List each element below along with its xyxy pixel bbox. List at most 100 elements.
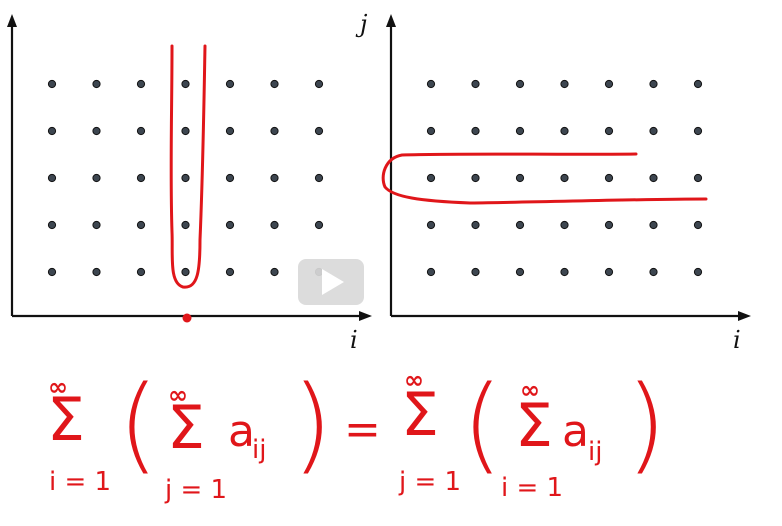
- right-grid-dot-r3-c6: [649, 173, 658, 183]
- play-button[interactable]: [298, 259, 364, 305]
- right-grid-dot-r1-c5: [604, 267, 614, 277]
- left-grid-dot-r3-c7: [314, 173, 324, 183]
- right-grid-dot-r1-c3: [515, 267, 525, 277]
- left-grid-dot-r4-c3: [136, 126, 146, 136]
- right-grid-dot-r3-c4: [560, 173, 569, 183]
- left-grid-dot-r4-c7: [314, 126, 324, 136]
- right-y-axis-arrow: [386, 14, 396, 27]
- lhs-close-paren: ): [292, 363, 333, 485]
- right-grid-dot-r4-c3: [515, 126, 525, 136]
- right-grid-dot-r4-c1: [426, 126, 436, 136]
- lhs-outer-sigma: Σ: [47, 385, 85, 455]
- right-grid-dot-r2-c1: [426, 220, 436, 230]
- left-panel: i: [7, 14, 372, 354]
- rhs-inner-lower: i = 1: [501, 473, 563, 503]
- right-grid-dot-r1-c4: [560, 267, 569, 277]
- left-grid-dot-r4-c6: [270, 126, 279, 136]
- left-grid-dot-r1-c6: [270, 267, 279, 277]
- right-grid-dot-r4-c6: [649, 126, 658, 136]
- left-grid-dot-r3-c3: [136, 173, 146, 183]
- left-grid-dot-r2-c2: [92, 220, 101, 230]
- right-grid-dot-r4-c5: [604, 126, 614, 136]
- play-icon[interactable]: [322, 269, 344, 295]
- column-highlight-loop: [169, 44, 207, 289]
- right-grid-dot-r3-c3: [515, 173, 525, 183]
- right-grid-dot-r3-c2: [471, 173, 480, 183]
- rhs-outer-lower: j = 1: [398, 467, 461, 497]
- right-grid-dot-r2-c5: [604, 220, 614, 230]
- rhs-term-subscript: ij: [588, 437, 602, 467]
- left-grid-dot-r3-c4: [181, 173, 190, 183]
- right-grid-dot-r1-c1: [426, 267, 436, 277]
- rhs-inner-upper: ∞: [520, 376, 540, 404]
- left-dot-grid: [47, 79, 324, 277]
- right-grid-dot-r5-c7: [693, 79, 703, 89]
- left-grid-dot-r2-c7: [314, 220, 324, 230]
- right-grid-dot-r5-c1: [426, 79, 436, 89]
- left-grid-dot-r4-c2: [92, 126, 101, 136]
- left-grid-dot-r1-c2: [92, 267, 101, 277]
- equals-sign: =: [344, 404, 381, 455]
- right-panel: j i: [355, 10, 751, 354]
- lhs-term-subscript: ij: [252, 435, 266, 465]
- right-grid-dot-r2-c6: [649, 220, 658, 230]
- left-grid-dot-r5-c2: [92, 79, 101, 89]
- right-grid-dot-r5-c4: [560, 79, 569, 89]
- left-grid-dot-r1-c5: [225, 267, 235, 277]
- left-grid-dot-r4-c4: [181, 126, 190, 136]
- left-grid-dot-r4-c5: [225, 126, 235, 136]
- right-grid-dot-r2-c7: [693, 220, 703, 230]
- lhs-open-paren: (: [118, 363, 159, 485]
- left-grid-dot-r5-c1: [47, 79, 57, 89]
- right-x-axis-label: i: [733, 326, 741, 354]
- left-grid-dot-r2-c1: [47, 220, 57, 230]
- left-grid-dot-r1-c1: [47, 267, 57, 277]
- left-y-axis-arrow: [7, 14, 17, 27]
- left-grid-dot-r1-c3: [136, 267, 146, 277]
- left-grid-dot-r5-c6: [270, 79, 279, 89]
- lhs-outer-upper: ∞: [48, 373, 68, 401]
- rhs-open-paren: (: [462, 363, 503, 485]
- rhs-close-paren: ): [626, 363, 667, 485]
- left-grid-dot-r5-c7: [314, 79, 324, 89]
- left-grid-dot-r3-c5: [225, 173, 235, 183]
- rhs-outer-upper: ∞: [404, 366, 424, 394]
- handwritten-equation: ∞ Σ i = 1 ( ∞ Σ j = 1 a ij ) = ∞ Σ j = 1…: [47, 363, 667, 505]
- lhs-outer-lower: i = 1: [49, 467, 111, 497]
- lhs-inner-lower: j = 1: [164, 475, 227, 505]
- left-grid-dot-r4-c1: [47, 126, 57, 136]
- rhs-term: a: [562, 406, 589, 457]
- left-grid-dot-r2-c4: [181, 220, 190, 230]
- right-x-axis-arrow: [738, 311, 751, 321]
- left-grid-dot-r5-c5: [225, 79, 235, 89]
- lhs-term: a: [228, 406, 255, 457]
- row-highlight-loop: [381, 152, 708, 205]
- right-grid-dot-r5-c5: [604, 79, 614, 89]
- right-y-axis-label: j: [355, 10, 368, 38]
- lhs-inner-sigma: Σ: [167, 393, 205, 463]
- left-x-axis-label: i: [350, 326, 358, 354]
- right-grid-dot-r5-c6: [649, 79, 658, 89]
- left-x-axis-arrow: [359, 311, 372, 321]
- right-grid-dot-r1-c7: [693, 267, 703, 277]
- left-grid-dot-r5-c4: [181, 79, 190, 89]
- right-grid-dot-r5-c3: [515, 79, 525, 89]
- left-grid-dot-r3-c1: [47, 173, 57, 183]
- left-grid-dot-r1-c4: [181, 267, 190, 277]
- right-grid-dot-r4-c7: [693, 126, 703, 136]
- right-grid-dot-r1-c2: [471, 267, 480, 277]
- rhs-inner-sigma: Σ: [515, 391, 553, 461]
- left-grid-dot-r3-c2: [92, 173, 101, 183]
- left-grid-dot-r3-c6: [270, 173, 279, 183]
- column-marker-dot: [182, 313, 192, 323]
- right-grid-dot-r3-c1: [426, 173, 436, 183]
- right-grid-dot-r5-c2: [471, 79, 480, 89]
- left-grid-dot-r2-c5: [225, 220, 235, 230]
- rhs-outer-sigma: Σ: [401, 380, 439, 450]
- right-grid-dot-r4-c4: [560, 126, 569, 136]
- left-grid-dot-r5-c3: [136, 79, 146, 89]
- right-dot-grid: [426, 79, 703, 277]
- right-grid-dot-r2-c2: [471, 220, 480, 230]
- right-grid-dot-r4-c2: [471, 126, 480, 136]
